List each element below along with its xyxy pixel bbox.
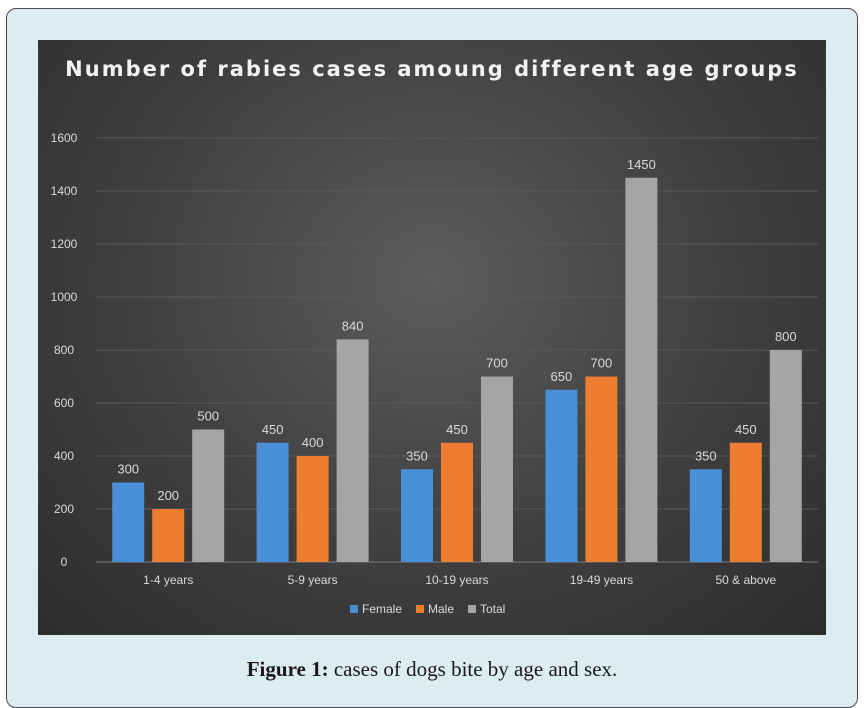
bar-male <box>729 442 762 562</box>
bar-male <box>296 456 329 562</box>
bar-chart-svg: 0 200 400 600 800 1000 1200 1400 1600 300 200 500 1-… <box>51 131 818 616</box>
data-label: 500 <box>197 409 219 424</box>
y-tick-label: 1400 <box>51 184 78 198</box>
y-tick-label: 400 <box>54 449 74 463</box>
data-label: 350 <box>406 448 428 463</box>
data-label: 300 <box>117 462 139 477</box>
data-label: 200 <box>157 488 179 503</box>
data-label: 840 <box>342 318 364 333</box>
x-tick-label: 5-9 years <box>288 573 338 587</box>
bar-male <box>441 442 473 562</box>
y-tick-label: 1600 <box>51 131 78 145</box>
data-label: 700 <box>591 356 613 371</box>
x-tick-label: 10-19 years <box>425 573 488 587</box>
data-label: 650 <box>551 369 573 384</box>
caption-text: cases of dogs bite by age and sex. <box>328 657 618 681</box>
legend-label-female: Female <box>362 602 402 616</box>
bar-female <box>689 469 722 562</box>
data-label: 1450 <box>627 157 656 172</box>
data-label: 800 <box>775 329 797 344</box>
bar-total <box>769 350 802 562</box>
y-tick-label: 600 <box>54 396 74 410</box>
bar-total <box>192 429 225 562</box>
chart-area: Number of rabies cases amoung different … <box>38 40 826 635</box>
x-tick-label: 50 & above <box>715 573 776 587</box>
data-label: 450 <box>735 422 757 437</box>
legend-swatch-male <box>416 605 424 613</box>
y-tick-label: 800 <box>54 343 74 357</box>
bar-female <box>256 442 289 562</box>
legend-swatch-female <box>350 605 358 613</box>
data-label: 450 <box>446 422 468 437</box>
chart-title: Number of rabies cases amoung different … <box>65 57 799 81</box>
data-label: 400 <box>302 435 324 450</box>
bar-total <box>481 376 513 562</box>
bar-female <box>401 469 433 562</box>
bar-female <box>112 482 145 562</box>
x-tick-label: 1-4 years <box>143 573 193 587</box>
y-tick-label: 200 <box>54 502 74 516</box>
y-tick-label: 1200 <box>51 237 78 251</box>
data-label: 700 <box>486 356 508 371</box>
x-tick-label: 19-49 years <box>570 573 633 587</box>
bar-total <box>625 177 658 562</box>
caption-label: Figure 1: <box>246 657 329 681</box>
legend-label-total: Total <box>480 602 505 616</box>
bar-total <box>336 339 369 562</box>
y-tick-label: 0 <box>61 555 68 569</box>
legend-label-male: Male <box>428 602 454 616</box>
legend-swatch-total <box>468 605 476 613</box>
bar-male <box>585 376 618 562</box>
bar-male <box>152 509 185 562</box>
data-label: 450 <box>262 422 284 437</box>
data-label: 350 <box>695 448 717 463</box>
figure-caption: Figure 1: cases of dogs bite by age and … <box>0 657 864 682</box>
y-tick-label: 1000 <box>51 290 78 304</box>
bar-female <box>545 389 578 562</box>
